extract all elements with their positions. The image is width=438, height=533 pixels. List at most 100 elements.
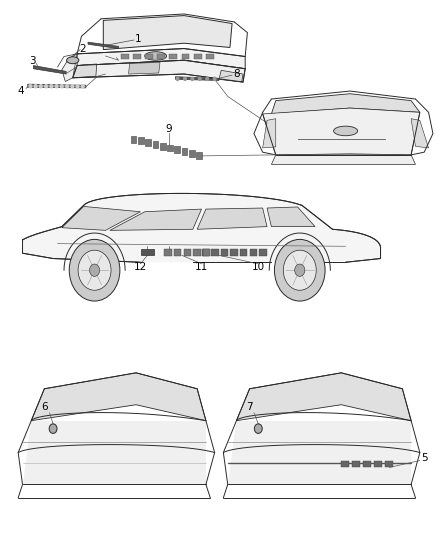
- Polygon shape: [272, 155, 416, 165]
- Bar: [182, 54, 190, 60]
- Circle shape: [295, 264, 305, 277]
- Text: 8: 8: [233, 69, 240, 78]
- Polygon shape: [219, 70, 243, 82]
- Polygon shape: [88, 42, 119, 49]
- Circle shape: [198, 77, 201, 80]
- Polygon shape: [62, 54, 77, 82]
- Bar: [230, 249, 238, 256]
- Bar: [141, 249, 153, 255]
- Text: 5: 5: [421, 453, 427, 463]
- Text: 11: 11: [195, 262, 208, 271]
- Text: 4: 4: [18, 85, 25, 95]
- Bar: [250, 249, 257, 256]
- Polygon shape: [103, 15, 232, 50]
- Polygon shape: [31, 373, 206, 421]
- Bar: [259, 249, 267, 256]
- Circle shape: [206, 77, 208, 80]
- Circle shape: [191, 77, 194, 80]
- Circle shape: [60, 85, 63, 88]
- Polygon shape: [73, 64, 97, 78]
- Polygon shape: [129, 62, 160, 74]
- Ellipse shape: [49, 424, 57, 433]
- Circle shape: [69, 239, 120, 301]
- Circle shape: [176, 77, 179, 80]
- Circle shape: [29, 85, 32, 88]
- Bar: [145, 139, 151, 146]
- Polygon shape: [22, 193, 381, 262]
- Polygon shape: [175, 77, 219, 80]
- Circle shape: [39, 85, 42, 88]
- Text: 12: 12: [134, 262, 147, 271]
- Circle shape: [76, 85, 79, 88]
- Text: 9: 9: [166, 124, 172, 134]
- Text: 1: 1: [135, 34, 141, 44]
- Circle shape: [78, 250, 111, 290]
- Circle shape: [81, 85, 84, 88]
- Bar: [201, 249, 209, 256]
- Ellipse shape: [145, 52, 166, 60]
- Polygon shape: [272, 94, 420, 114]
- Polygon shape: [263, 108, 420, 155]
- Text: 3: 3: [29, 56, 35, 66]
- Bar: [184, 249, 191, 256]
- Polygon shape: [197, 208, 267, 229]
- Bar: [167, 144, 173, 151]
- Text: 10: 10: [252, 262, 265, 271]
- Bar: [211, 249, 219, 256]
- Polygon shape: [228, 421, 411, 484]
- Polygon shape: [62, 206, 141, 230]
- Bar: [194, 54, 201, 60]
- Bar: [240, 249, 247, 256]
- Polygon shape: [33, 66, 66, 74]
- Bar: [131, 136, 137, 143]
- Bar: [193, 249, 201, 256]
- Bar: [170, 54, 177, 60]
- Bar: [196, 152, 202, 159]
- Circle shape: [89, 264, 99, 277]
- Bar: [352, 461, 360, 467]
- Text: 6: 6: [41, 402, 48, 413]
- Polygon shape: [237, 373, 411, 421]
- Text: 7: 7: [246, 402, 253, 413]
- Ellipse shape: [67, 57, 79, 63]
- Bar: [145, 54, 153, 60]
- Bar: [152, 141, 158, 148]
- Polygon shape: [77, 49, 245, 69]
- Circle shape: [34, 85, 37, 88]
- Bar: [363, 461, 371, 467]
- Circle shape: [275, 239, 325, 301]
- Circle shape: [66, 85, 68, 88]
- Bar: [160, 143, 166, 150]
- Bar: [174, 249, 181, 256]
- Bar: [157, 54, 165, 60]
- Circle shape: [213, 77, 216, 80]
- Bar: [203, 249, 210, 256]
- Bar: [138, 138, 144, 144]
- Circle shape: [55, 85, 58, 88]
- Text: 2: 2: [79, 44, 86, 53]
- Bar: [133, 54, 141, 60]
- Bar: [385, 461, 393, 467]
- Bar: [189, 150, 195, 157]
- Circle shape: [50, 85, 53, 88]
- Bar: [341, 461, 349, 467]
- Polygon shape: [28, 84, 86, 88]
- Polygon shape: [110, 209, 201, 230]
- Bar: [221, 249, 228, 256]
- Circle shape: [45, 85, 47, 88]
- Polygon shape: [22, 421, 206, 484]
- Bar: [206, 54, 214, 60]
- Bar: [164, 249, 172, 256]
- Circle shape: [184, 77, 186, 80]
- Polygon shape: [267, 207, 315, 227]
- Circle shape: [283, 250, 316, 290]
- Ellipse shape: [334, 126, 357, 136]
- Bar: [174, 147, 180, 154]
- Bar: [374, 461, 382, 467]
- Polygon shape: [411, 119, 428, 148]
- Polygon shape: [73, 60, 245, 82]
- Circle shape: [71, 85, 74, 88]
- Bar: [182, 148, 187, 155]
- Bar: [121, 54, 129, 60]
- Polygon shape: [263, 119, 276, 148]
